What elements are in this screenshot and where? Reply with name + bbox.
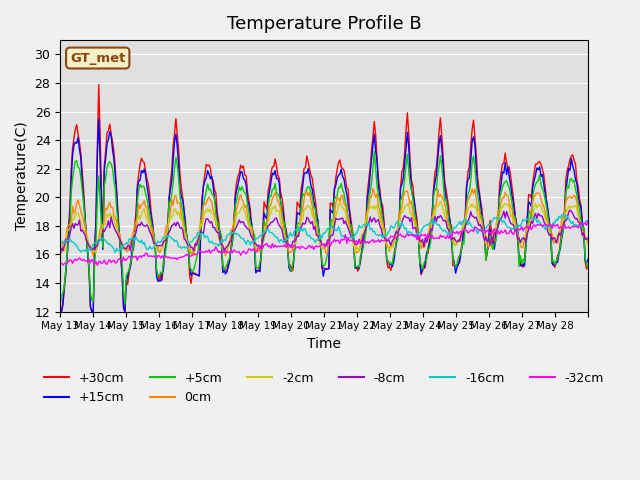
+30cm (581, 258, 589, 264)
+5cm (584, 265, 592, 271)
-32cm (91, 261, 99, 267)
+5cm (74, 164, 82, 170)
+5cm (513, 222, 520, 228)
+5cm (56, 302, 64, 308)
-16cm (56, 241, 64, 247)
Line: -8cm: -8cm (60, 210, 588, 254)
-32cm (93, 263, 101, 268)
0cm (435, 194, 443, 200)
0cm (584, 240, 592, 246)
+30cm (56, 309, 64, 314)
0cm (74, 197, 82, 203)
Line: +30cm: +30cm (60, 84, 588, 312)
Title: Temperature Profile B: Temperature Profile B (227, 15, 421, 33)
+5cm (371, 148, 378, 154)
-2cm (514, 235, 522, 241)
+30cm (584, 263, 592, 269)
-2cm (584, 237, 592, 242)
-8cm (328, 232, 335, 238)
-32cm (56, 261, 64, 266)
+15cm (74, 134, 82, 140)
0cm (92, 248, 100, 253)
-16cm (329, 225, 337, 231)
+30cm (74, 131, 82, 137)
-16cm (434, 223, 442, 228)
+5cm (328, 217, 335, 223)
-8cm (433, 218, 440, 224)
-2cm (582, 236, 590, 241)
+30cm (95, 82, 102, 87)
0cm (514, 232, 522, 238)
Line: +5cm: +5cm (60, 151, 588, 305)
-2cm (74, 210, 82, 216)
-16cm (582, 218, 590, 224)
X-axis label: Time: Time (307, 337, 341, 351)
0cm (56, 249, 64, 255)
-32cm (74, 256, 82, 262)
Text: GT_met: GT_met (70, 51, 125, 64)
-8cm (581, 236, 589, 242)
-2cm (436, 198, 444, 204)
+30cm (91, 244, 99, 250)
Line: -32cm: -32cm (60, 221, 588, 265)
-2cm (91, 248, 99, 254)
-2cm (92, 250, 100, 256)
-32cm (434, 235, 442, 241)
Y-axis label: Temperature(C): Temperature(C) (15, 121, 29, 230)
Legend: +30cm, +15cm, +5cm, 0cm, -2cm, -8cm, -16cm, -32cm: +30cm, +15cm, +5cm, 0cm, -2cm, -8cm, -16… (39, 367, 609, 409)
-8cm (91, 247, 99, 252)
-16cm (513, 224, 520, 230)
-32cm (584, 218, 592, 224)
+5cm (581, 257, 589, 263)
+15cm (584, 256, 592, 262)
-32cm (329, 240, 337, 245)
+30cm (513, 221, 520, 227)
-16cm (111, 250, 119, 255)
+15cm (91, 250, 99, 256)
+5cm (91, 263, 99, 268)
+15cm (581, 258, 589, 264)
+15cm (56, 309, 64, 314)
+30cm (434, 148, 442, 154)
-8cm (56, 252, 64, 257)
+15cm (434, 156, 442, 162)
+5cm (434, 172, 442, 178)
-16cm (91, 240, 99, 246)
0cm (582, 237, 590, 242)
-32cm (513, 226, 520, 232)
+30cm (329, 204, 337, 210)
-8cm (511, 228, 518, 233)
-32cm (581, 220, 589, 226)
0cm (369, 186, 377, 192)
+15cm (95, 116, 102, 121)
-8cm (566, 207, 574, 213)
+15cm (513, 218, 520, 224)
Line: 0cm: 0cm (60, 189, 588, 256)
-16cm (584, 219, 592, 225)
Line: +15cm: +15cm (60, 119, 588, 312)
+15cm (329, 210, 337, 216)
-2cm (56, 246, 64, 252)
-8cm (584, 235, 592, 241)
Line: -16cm: -16cm (60, 215, 588, 252)
-2cm (329, 219, 337, 225)
-2cm (434, 204, 442, 209)
-16cm (559, 212, 567, 217)
0cm (329, 219, 337, 225)
0cm (90, 253, 97, 259)
Line: -2cm: -2cm (60, 201, 588, 253)
-16cm (74, 246, 82, 252)
-8cm (74, 222, 82, 228)
